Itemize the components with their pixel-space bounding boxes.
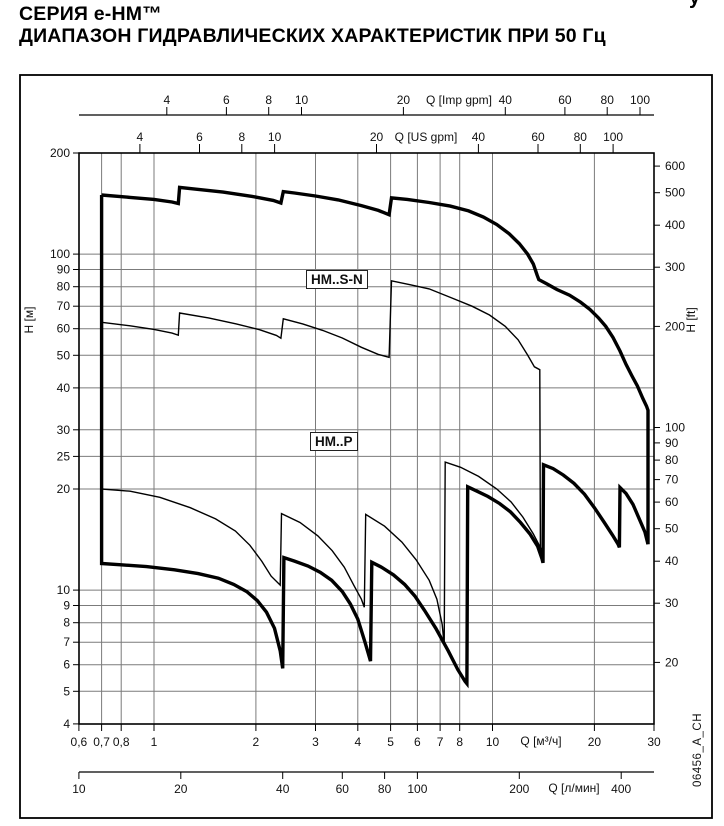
q-m3h-tick-label: 1 [151,735,158,749]
h-ft-tick-label: 500 [665,186,685,200]
series-label-hm-sn: HM..S-N [306,270,368,289]
q-m3h-tick-label: 30 [647,735,661,749]
imp-gpm-tick-label: 80 [601,93,615,107]
imp-gpm-tick-label: 6 [223,93,230,107]
us-gpm-tick-label: 80 [574,130,588,144]
h-ft-tick-label: 600 [665,159,685,173]
q-m3h-tick-label: 8 [456,735,463,749]
imp-gpm-tick-label: 100 [630,93,650,107]
q-m3h-tick-label: 10 [486,735,500,749]
plot-frame [78,152,655,725]
imp-gpm-tick-label: 60 [558,93,572,107]
q-lmin-tick-label: 400 [611,782,631,796]
imp-gpm-tick-label: 10 [295,93,309,107]
h-ft-tick-label: 400 [665,218,685,232]
h-ft-axis-label: H [ft] [684,307,698,332]
q-m3h-tick-label: 6 [414,735,421,749]
h-m-tick-label: 6 [63,658,70,672]
h-ft-tick-label: 20 [665,655,679,669]
q-lmin-axis-label: Q [л/мин] [548,781,599,795]
us-gpm-tick-label: 10 [268,130,282,144]
q-m3h-tick-label: 5 [387,735,394,749]
h-ft-tick-label: 90 [665,436,679,450]
title-line-2: ДИАПАЗОН ГИДРАВЛИЧЕСКИХ ХАРАКТЕРИСТИК ПР… [19,25,606,47]
us-gpm-tick-label: 8 [238,130,245,144]
hm-p-upper-boundary [101,461,544,646]
h-m-tick-label: 7 [63,635,70,649]
h-ft-tick-label: 80 [665,453,679,467]
q-m3h-tick-label: 7 [437,735,444,749]
us-gpm-tick-label: 60 [531,130,545,144]
imp-gpm-axis-label: Q [Imp gpm] [426,93,492,107]
h-ft-tick-label: 70 [665,473,679,487]
h-m-tick-label: 40 [57,381,71,395]
figure-border [19,74,713,819]
h-m-tick-label: 9 [63,599,70,613]
h-ft-tick-label: 40 [665,554,679,568]
us-gpm-tick-label: 6 [196,130,203,144]
h-m-tick-label: 100 [50,247,70,261]
q-lmin-tick-label: 100 [407,782,427,796]
title-line-1: СЕРИЯ e-HM™ [19,3,162,25]
q-lmin-tick-label: 10 [72,782,86,796]
us-gpm-tick-label: 40 [472,130,486,144]
drawing-code: 06456_A_CH [692,713,704,787]
h-ft-tick-label: 60 [665,495,679,509]
h-m-tick-label: 25 [57,449,71,463]
h-ft-tick-label: 200 [665,319,685,333]
q-lmin-tick-label: 40 [276,782,290,796]
q-lmin-tick-label: 20 [174,782,188,796]
imp-gpm-tick-label: 8 [265,93,272,107]
h-ft-tick-label: 300 [665,260,685,274]
series-label-hm-p: HM..P [310,432,358,451]
q-m3h-tick-label: 0,7 [93,735,110,749]
h-ft-tick-label: 30 [665,596,679,610]
q-m3h-tick-label: 0,6 [71,735,88,749]
chart-figure: 4 6 8 10 20 40 60 80 100 Q [Imp gpm] 4 6 8 10 20 40 60 80… [19,74,713,819]
h-m-tick-label: 60 [57,322,71,336]
hm-sn-inner-boundary [101,279,544,563]
h-ft-tick-label: 100 [665,421,685,435]
h-ft-tick-label: 50 [665,522,679,536]
h-m-tick-label: 70 [57,299,71,313]
h-m-tick-label: 8 [63,616,70,630]
q-m3h-tick-label: 4 [354,735,361,749]
imp-gpm-tick-label: 20 [397,93,411,107]
h-m-tick-label: 20 [57,482,71,496]
h-m-axis-label: H [м] [22,307,36,334]
h-m-tick-label: 5 [63,684,70,698]
q-m3h-tick-label: 20 [588,735,602,749]
q-m3h-tick-label: 2 [253,735,260,749]
q-m3h-tick-label: 0,8 [113,735,130,749]
imp-gpm-tick-label: 4 [163,93,170,107]
imp-gpm-tick-label: 40 [499,93,513,107]
q-m3h-axis-label: Q [м³/ч] [520,734,561,748]
q-lmin-tick-label: 200 [509,782,529,796]
h-m-tick-label: 4 [63,717,70,731]
cropped-text-fragment: у [689,0,700,10]
us-gpm-axis-label: Q [US gpm] [395,130,458,144]
hm-sn-upper-envelope [101,185,650,545]
h-m-tick-label: 30 [57,423,71,437]
us-gpm-tick-label: 20 [370,130,384,144]
outer-envelope-p-lower [99,195,650,689]
h-m-tick-label: 10 [57,583,71,597]
h-m-tick-label: 80 [57,280,71,294]
h-m-tick-label: 50 [57,348,71,362]
us-gpm-tick-label: 100 [603,130,623,144]
q-lmin-tick-label: 80 [378,782,392,796]
page-title: СЕРИЯ e-HM™ ДИАПАЗОН ГИДРАВЛИЧЕСКИХ ХАРА… [19,3,606,47]
q-m3h-tick-label: 3 [312,735,319,749]
h-m-tick-label: 200 [50,146,70,160]
h-m-tick-label: 90 [57,263,71,277]
us-gpm-tick-label: 4 [137,130,144,144]
q-lmin-tick-label: 60 [336,782,350,796]
